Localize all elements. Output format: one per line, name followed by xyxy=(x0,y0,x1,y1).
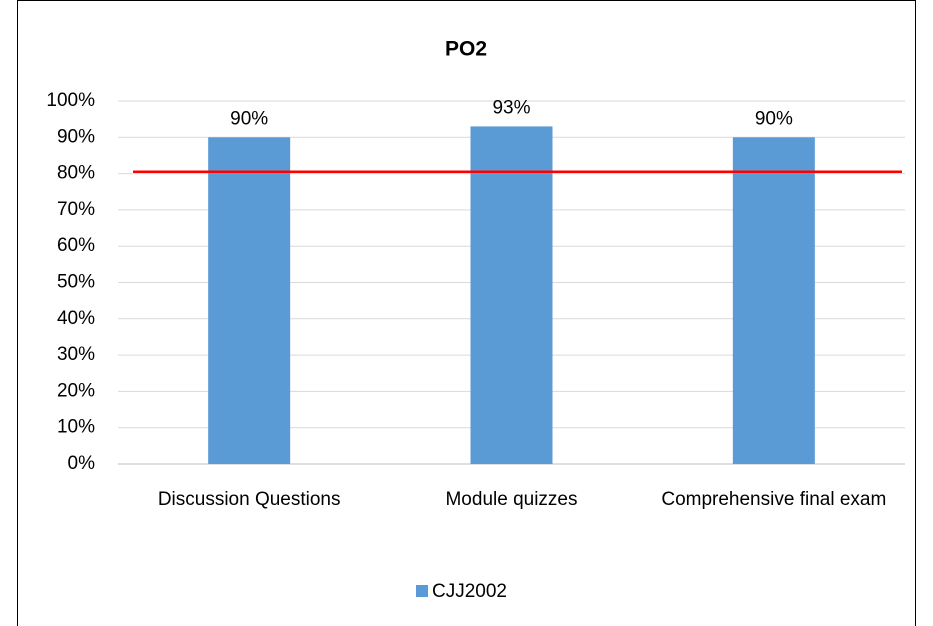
x-tick-label: Module quizzes xyxy=(445,489,577,510)
y-tick-label: 70% xyxy=(57,199,95,220)
legend-label: CJJ2002 xyxy=(432,581,507,602)
bar xyxy=(732,137,815,465)
x-tick-label: Discussion Questions xyxy=(158,489,341,510)
y-tick-label: 30% xyxy=(57,344,95,365)
y-tick-label: 50% xyxy=(57,272,95,293)
y-tick-label: 40% xyxy=(57,308,95,329)
data-label: 90% xyxy=(755,108,793,129)
data-label: 93% xyxy=(492,97,530,118)
bar xyxy=(208,137,291,465)
x-tick-label: Comprehensive final exam xyxy=(661,489,886,510)
y-tick-label: 60% xyxy=(57,235,95,256)
bar xyxy=(470,126,553,464)
y-tick-label: 0% xyxy=(68,453,96,474)
y-tick-label: 80% xyxy=(57,163,95,184)
y-tick-label: 90% xyxy=(57,126,95,147)
y-tick-label: 100% xyxy=(46,90,95,111)
chart-title: PO2 xyxy=(445,38,487,61)
y-tick-label: 20% xyxy=(57,380,95,401)
y-tick-label: 10% xyxy=(57,417,95,438)
data-label: 90% xyxy=(230,108,268,129)
legend-swatch xyxy=(416,585,428,597)
